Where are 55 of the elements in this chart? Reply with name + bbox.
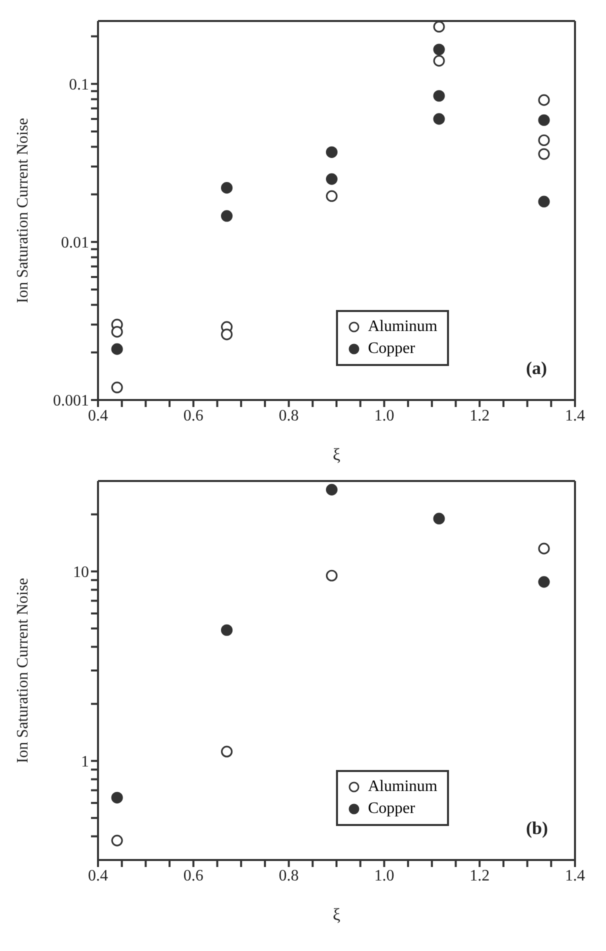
x-tick-label: 0.4 xyxy=(88,867,108,884)
point xyxy=(326,570,338,582)
x-tick-label: 0.6 xyxy=(183,867,204,884)
annotation: (b) xyxy=(526,818,548,839)
point xyxy=(433,55,445,67)
x-tick-label: 1.0 xyxy=(374,407,394,424)
point xyxy=(433,512,445,524)
point xyxy=(111,834,123,846)
point xyxy=(538,94,550,106)
point xyxy=(111,326,123,338)
point xyxy=(538,576,550,588)
point xyxy=(433,113,445,125)
x-tick-label: 0.4 xyxy=(88,407,108,424)
y-axis-title: Ion Saturation Current Noise xyxy=(14,118,32,304)
point xyxy=(433,44,445,56)
y-tick-label: 0.001 xyxy=(53,392,89,410)
y-tick-label: 10 xyxy=(73,564,89,582)
legend-label: Copper xyxy=(368,339,416,359)
point xyxy=(111,792,123,804)
point xyxy=(433,90,445,102)
x-axis-title: ξ xyxy=(332,905,341,924)
point xyxy=(538,196,550,208)
x-tick-label: 0.8 xyxy=(278,407,299,424)
point xyxy=(220,210,233,222)
point xyxy=(111,343,123,355)
point xyxy=(220,182,233,194)
point xyxy=(326,190,338,202)
x-axis-title: ξ xyxy=(332,445,341,464)
point xyxy=(111,382,123,394)
y-tick-label: 0.01 xyxy=(61,234,89,252)
point xyxy=(326,173,338,185)
point xyxy=(538,134,550,146)
point xyxy=(538,542,550,554)
point xyxy=(220,624,233,636)
point xyxy=(326,484,338,496)
legend-label: Copper xyxy=(368,799,416,819)
y-tick-label: 1 xyxy=(81,754,89,771)
point xyxy=(326,146,338,158)
x-tick-label: 0.8 xyxy=(278,867,299,884)
x-tick-label: 0.6 xyxy=(183,407,204,424)
point xyxy=(220,328,233,340)
point xyxy=(220,746,233,758)
point xyxy=(538,114,550,126)
x-tick-label: 1.4 xyxy=(565,867,585,884)
legend-label: Aluminum xyxy=(368,317,438,337)
x-tick-label: 1.2 xyxy=(470,867,490,884)
point xyxy=(433,21,445,33)
x-tick-label: 1.0 xyxy=(374,867,394,884)
annotation: (a) xyxy=(526,358,547,379)
y-tick-label: 0.1 xyxy=(69,76,89,94)
legend-label: Aluminum xyxy=(368,777,438,797)
x-tick-label: 1.2 xyxy=(470,407,490,424)
x-tick-label: 1.4 xyxy=(565,407,585,424)
y-axis-title: Ion Saturation Current Noise xyxy=(14,578,32,764)
point xyxy=(538,148,550,160)
